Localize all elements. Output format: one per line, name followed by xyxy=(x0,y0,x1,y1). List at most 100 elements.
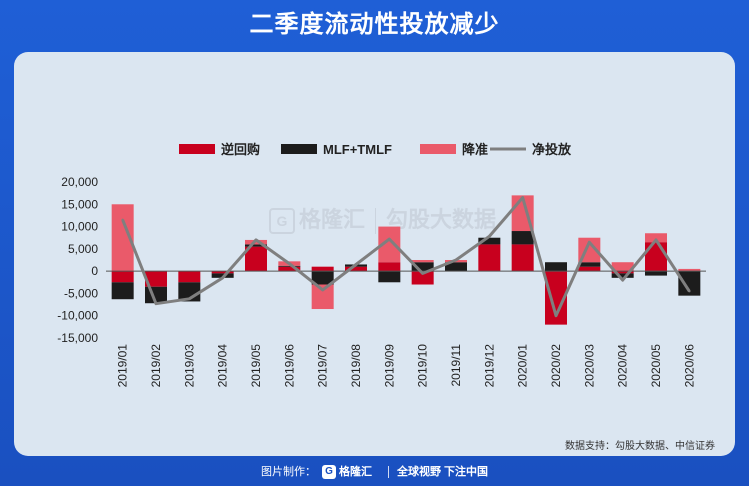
net-injection-point xyxy=(121,218,124,222)
bar-mlf-tmlf xyxy=(478,237,501,245)
net-injection-point xyxy=(521,196,524,199)
net-injection-point xyxy=(621,278,624,282)
x-tick-label: 2019/12 xyxy=(482,344,496,388)
net-injection-point xyxy=(254,238,258,242)
bar-rrr-cut xyxy=(311,284,334,310)
legend-reverse-repo-swatch xyxy=(179,144,215,154)
bar-mlf-tmlf xyxy=(111,282,134,300)
bar-rrr-cut xyxy=(678,268,701,272)
net-injection-point xyxy=(554,314,558,317)
bar-mlf-tmlf xyxy=(645,271,667,276)
bar-rrr-cut xyxy=(378,226,401,263)
net-injection-point xyxy=(588,240,591,244)
x-tick-label: 2019/02 xyxy=(149,344,163,388)
net-injection-line xyxy=(121,196,691,318)
x-tick-label: 2020/04 xyxy=(616,344,630,388)
y-tick-label: 5,000 xyxy=(68,242,98,256)
poster-title: 二季度流动性投放减少 xyxy=(249,11,500,38)
legend-rrr-cut-swatch xyxy=(420,144,456,154)
legend-mlf-tmlf-label: MLF+TMLF xyxy=(323,142,392,157)
footer-prefix: 图片制作： xyxy=(260,466,316,478)
bar-reverse-repo xyxy=(478,244,501,272)
x-tick-label: 2019/10 xyxy=(416,344,430,388)
bar-reverse-repo xyxy=(545,271,567,325)
x-tick-label: 2019/11 xyxy=(449,344,463,387)
net-injection-point xyxy=(154,302,158,305)
bar-mlf-tmlf xyxy=(311,271,334,285)
x-tick-label: 2019/01 xyxy=(116,344,130,388)
footer-brand: 格隆汇 xyxy=(338,466,372,478)
net-injection-point xyxy=(188,297,191,300)
chart-svg: 20,000 15,000 10,000 5,000 0 -5,000 -10,000 -15… xyxy=(57,142,706,388)
net-injection-point xyxy=(488,235,491,238)
x-tick-label: 2020/05 xyxy=(649,344,663,388)
bar-reverse-repo xyxy=(578,266,601,272)
footer-slogan: 全球视野 下注中国 xyxy=(396,466,489,478)
net-injection-point xyxy=(221,276,224,280)
bar-rrr-cut xyxy=(611,262,634,272)
bar-mlf-tmlf xyxy=(245,244,267,247)
bar-mlf-tmlf xyxy=(278,265,301,267)
y-tick-label: -5,000 xyxy=(64,286,98,300)
footer-logo-icon: G xyxy=(321,465,336,480)
watermark: G 格隆汇 勾股大数据 xyxy=(269,202,497,235)
x-tick-label: 2020/01 xyxy=(516,344,530,388)
bar-reverse-repo xyxy=(511,244,534,272)
y-tick-label: 10,000 xyxy=(61,220,98,234)
bar-mlf-tmlf xyxy=(378,271,401,283)
net-injection-point xyxy=(454,258,458,262)
bar-mlf-tmlf xyxy=(511,231,534,245)
legend-reverse-repo-label: 逆回购 xyxy=(221,142,260,157)
y-tick-label: 15,000 xyxy=(61,197,98,211)
net-injection-point xyxy=(388,237,391,241)
x-tick-label: 2019/09 xyxy=(382,344,396,388)
bar-rrr-cut xyxy=(645,233,667,243)
watermark-divider xyxy=(375,208,377,235)
net-injection-point xyxy=(354,263,358,266)
footer-divider xyxy=(387,466,389,479)
x-tick-label: 2020/03 xyxy=(582,344,596,388)
x-tick-label: 2019/07 xyxy=(316,344,330,388)
net-injection-point xyxy=(654,238,658,242)
x-tick-label: 2020/06 xyxy=(682,344,696,388)
x-tick-label: 2019/05 xyxy=(249,344,263,388)
legend-net-injection-label: 净投放 xyxy=(532,142,572,157)
bar-reverse-repo xyxy=(111,271,134,283)
bar-reverse-repo xyxy=(345,266,367,272)
legend-mlf-tmlf-swatch xyxy=(281,144,317,154)
bar-reverse-repo xyxy=(211,271,234,274)
watermark-text: 勾股大数据 xyxy=(386,207,497,232)
y-tick-label: 20,000 xyxy=(61,175,98,189)
y-tick-label: 0 xyxy=(91,264,98,278)
x-tick-label: 2019/03 xyxy=(182,344,196,388)
bar-reverse-repo xyxy=(178,271,201,283)
bar-mlf-tmlf xyxy=(678,271,701,296)
chart-panel: G 格隆汇 勾股大数据 20,000 15,000 10,000 5,000 0 -5,000… xyxy=(14,52,735,456)
bar-reverse-repo xyxy=(645,242,667,272)
net-injection-point xyxy=(688,290,691,293)
bar-rrr-cut xyxy=(111,204,134,272)
bar-mlf-tmlf xyxy=(578,262,601,267)
bar-reverse-repo xyxy=(311,266,334,272)
bar-mlf-tmlf xyxy=(611,273,634,278)
bar-reverse-repo xyxy=(145,271,167,287)
x-tick-label: 2019/08 xyxy=(349,344,363,388)
x-tick-label: 2020/02 xyxy=(549,344,563,388)
y-tick-label: -10,000 xyxy=(57,309,98,323)
bar-reverse-repo xyxy=(278,266,301,272)
data-source: 数据支持：勾股大数据、中信证券 xyxy=(565,441,715,452)
x-tick-label: 2019/04 xyxy=(216,344,230,388)
bar-rrr-cut xyxy=(411,260,434,263)
bar-mlf-tmlf xyxy=(545,262,567,272)
bar-reverse-repo xyxy=(411,271,434,285)
watermark-logo-icon: G xyxy=(269,208,295,235)
bar-reverse-repo xyxy=(378,262,401,272)
bar-mlf-tmlf xyxy=(411,262,434,272)
bar-reverse-repo xyxy=(245,246,267,272)
net-injection-point xyxy=(288,262,291,265)
watermark-brand: 格隆汇 xyxy=(299,207,366,232)
bar-reverse-repo xyxy=(611,271,634,274)
net-injection-point xyxy=(421,272,424,275)
bar-mlf-tmlf xyxy=(445,262,467,272)
